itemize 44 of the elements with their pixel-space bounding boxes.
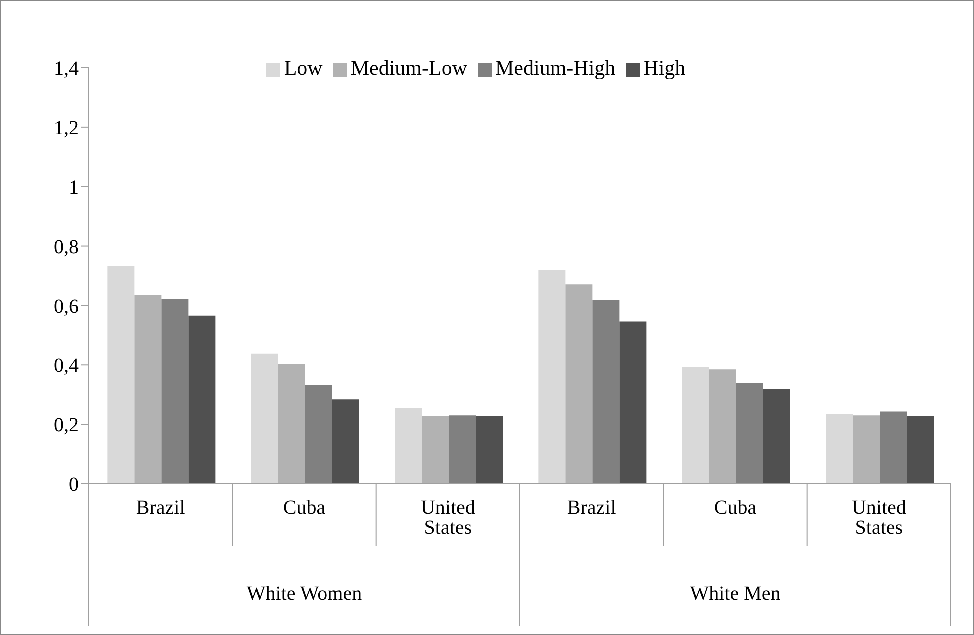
bar: [134, 295, 162, 484]
bar: [538, 270, 566, 484]
x-tick-label: United States: [852, 497, 906, 540]
legend-label: High: [644, 56, 686, 80]
y-tick-label: 1: [69, 176, 79, 199]
bar: [682, 367, 710, 484]
bar: [880, 412, 908, 484]
bar: [566, 284, 593, 484]
bar: [108, 266, 135, 484]
y-tick-label: 1,4: [54, 58, 79, 80]
y-tick-label: 1,2: [54, 118, 79, 140]
bar: [709, 370, 736, 484]
bar: [592, 300, 620, 484]
text: White Women: [246, 583, 362, 605]
y-tick-label: 0,8: [54, 236, 79, 258]
x-tick-label: United States: [420, 497, 476, 540]
legend-label: Medium-High: [496, 56, 616, 80]
text: White Men: [690, 583, 781, 605]
bar: [395, 408, 422, 484]
x-tick-label: Cuba: [714, 497, 757, 520]
bar: [422, 416, 450, 484]
bar: [449, 416, 476, 484]
bar: [620, 322, 647, 484]
x-tick-label: Brazil: [136, 497, 186, 520]
bar: [278, 364, 306, 484]
bar: [188, 316, 216, 484]
x-tick-label: Cuba: [283, 497, 326, 520]
bar: [305, 385, 332, 484]
bar: [853, 416, 880, 484]
bar: [476, 416, 504, 484]
bar: [907, 416, 934, 484]
bar: [251, 354, 278, 484]
bar: [162, 299, 189, 484]
legend-label: Low: [284, 56, 323, 80]
y-tick-label: 0,2: [54, 414, 79, 437]
bar: [332, 400, 360, 484]
x-tick-label: Brazil: [567, 497, 617, 520]
y-tick-label: 0,6: [54, 296, 79, 318]
legend-label: Medium-Low: [350, 56, 468, 80]
bar: [736, 382, 764, 484]
y-tick-label: 0,4: [54, 355, 79, 378]
bar: [826, 414, 854, 484]
bar: [763, 389, 790, 484]
y-tick-label: 0: [69, 474, 79, 496]
